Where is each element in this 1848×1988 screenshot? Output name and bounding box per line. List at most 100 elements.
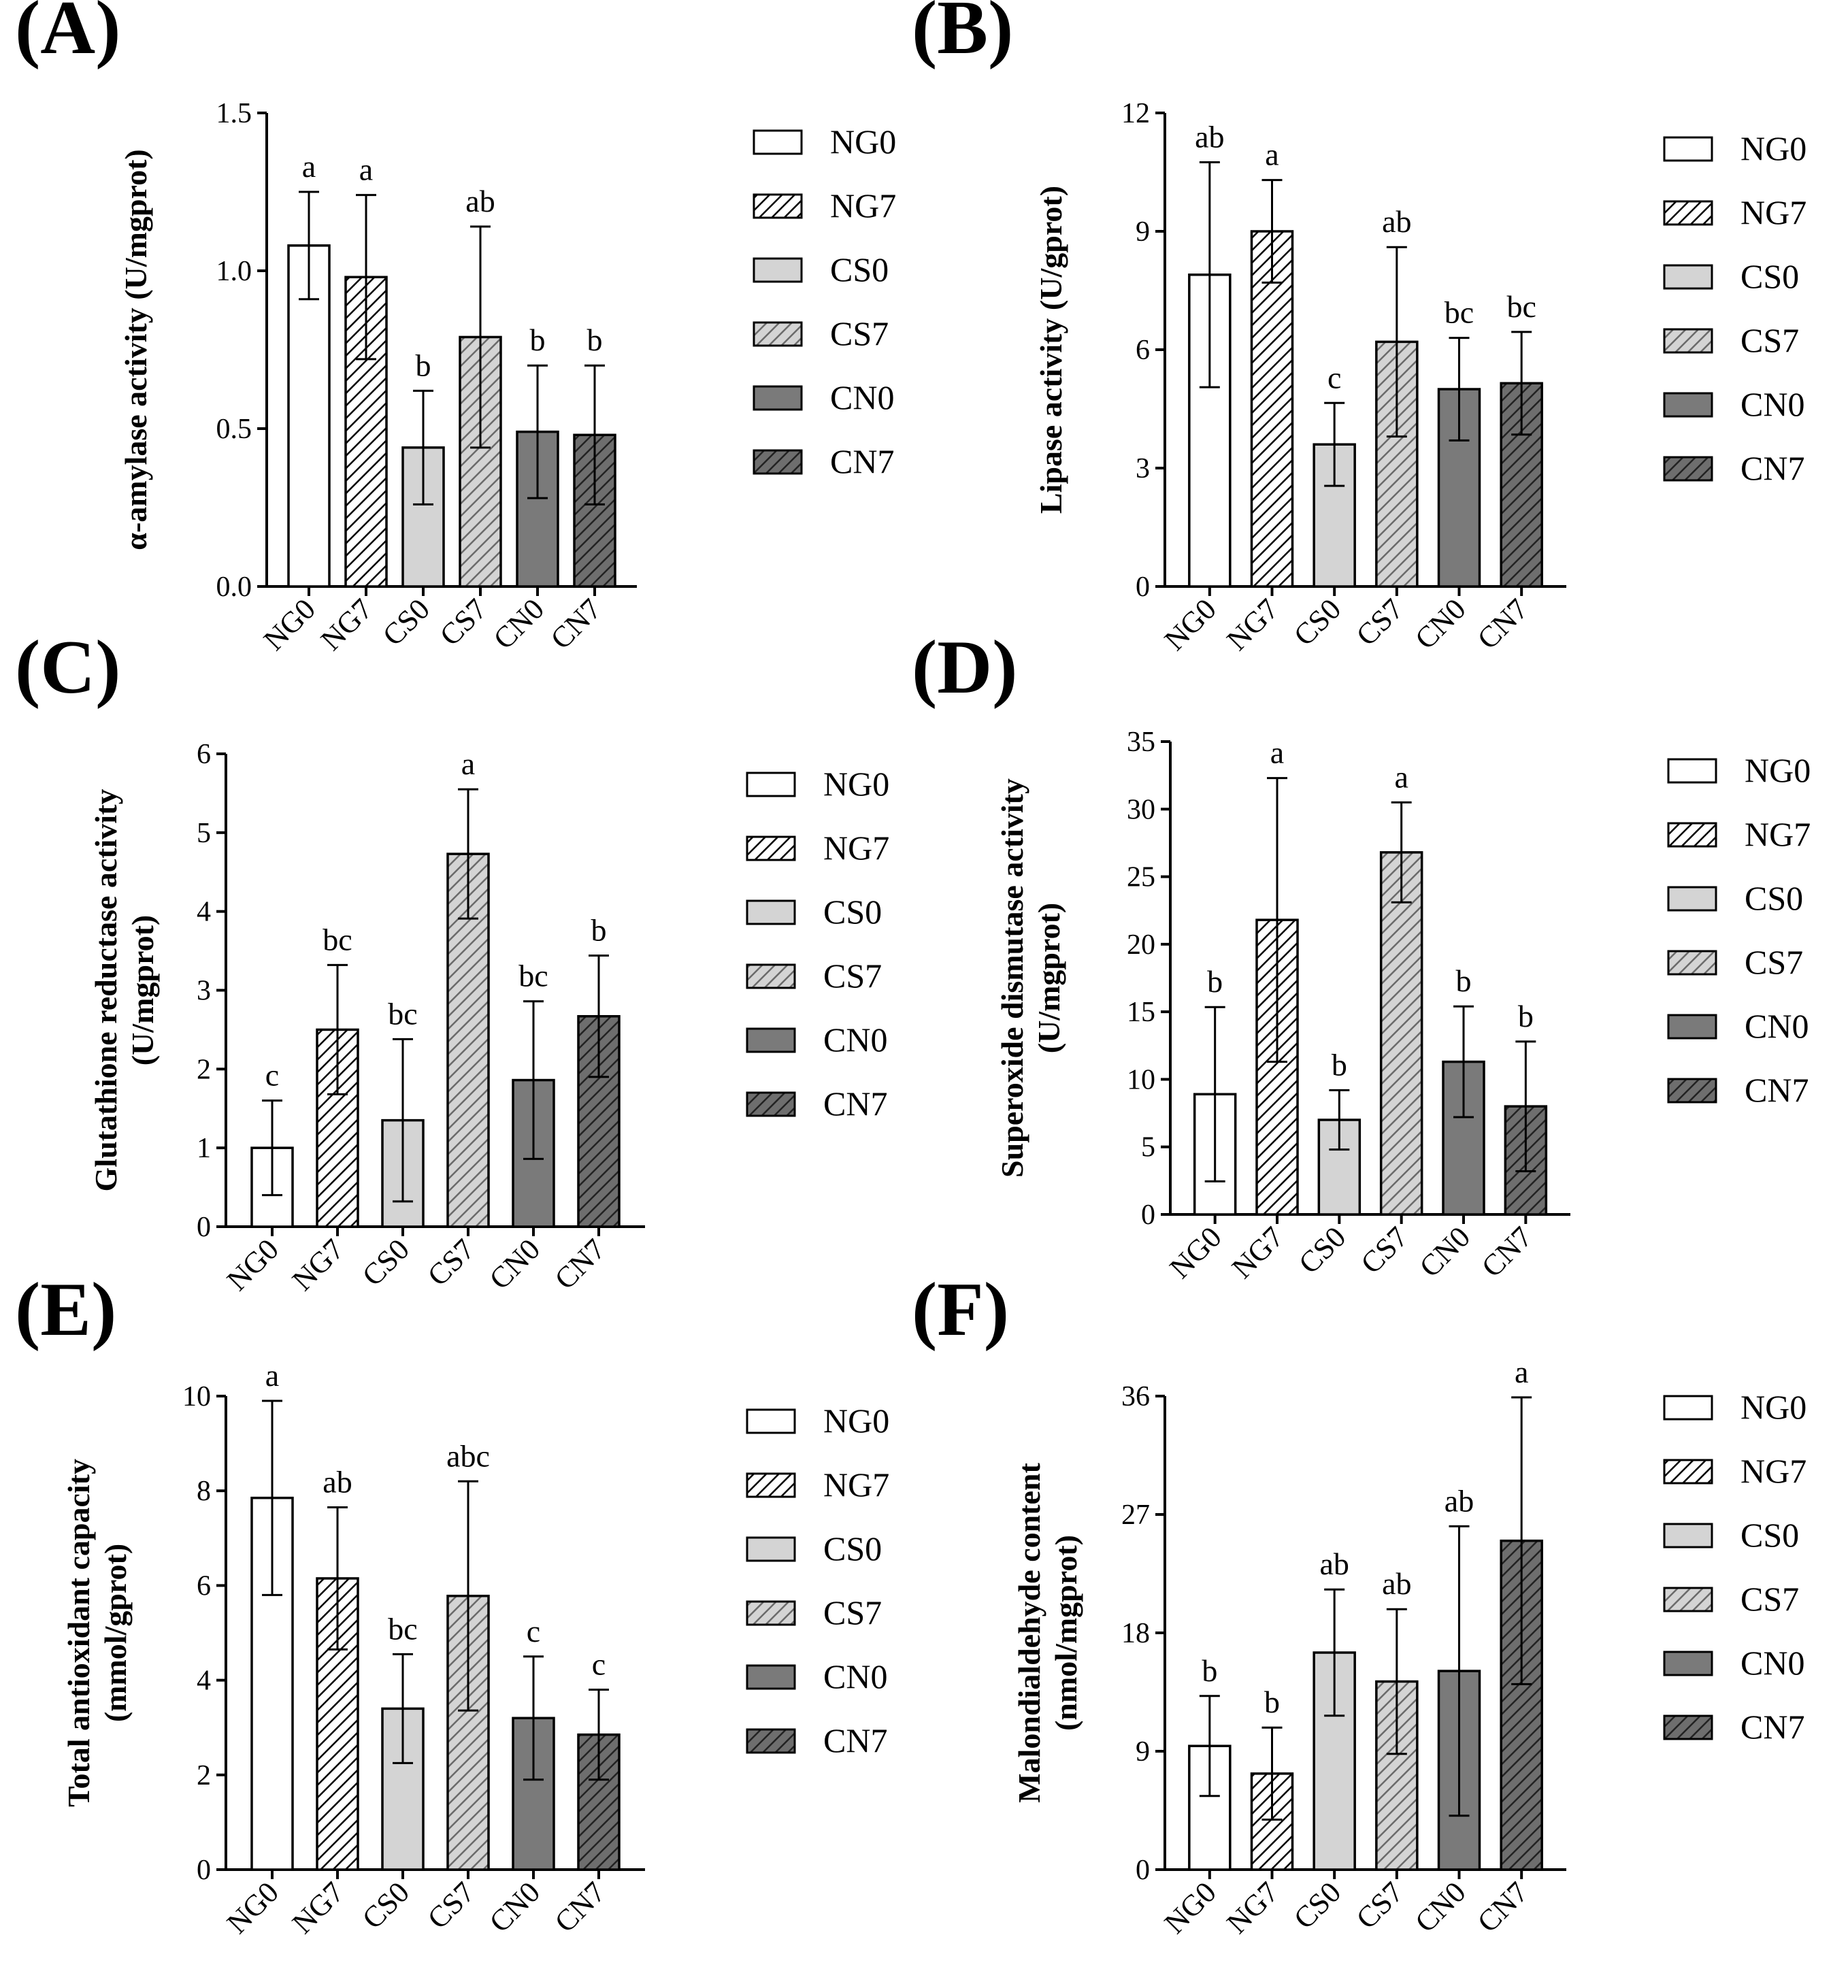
y-tick-label: 36	[1121, 1381, 1150, 1412]
significance-letter: ab	[1382, 204, 1411, 239]
y-tick-label: 3	[1136, 453, 1150, 484]
y-axis-label: Glutathione reductase activity	[88, 789, 123, 1192]
significance-letter: bc	[518, 959, 548, 993]
y-tick-label: 9	[1136, 216, 1150, 248]
y-tick-label: 3	[197, 976, 211, 1007]
legend-swatch	[1667, 1014, 1717, 1040]
legend-swatch	[746, 1664, 796, 1690]
y-axis-label: Malondialdehyde content	[1012, 1463, 1046, 1803]
legend-swatch	[746, 1408, 796, 1434]
x-tick-label: CN0	[483, 1232, 546, 1295]
legend-swatch	[1663, 1587, 1713, 1612]
legend-swatch	[1667, 886, 1717, 912]
x-tick-label: CN0	[483, 1875, 546, 1938]
legend-swatch	[746, 1600, 796, 1626]
legend-swatch	[746, 963, 796, 989]
legend-label: CN0	[1740, 1644, 1804, 1682]
y-axis-label: (U/mgprot)	[125, 915, 160, 1065]
legend-swatch	[746, 835, 796, 861]
chart-panel: (D) Superoxide dismutase activity (U/mgpro…	[912, 625, 1811, 1285]
legend-label: NG0	[1745, 751, 1811, 789]
x-tick-label: NG7	[286, 1875, 350, 1940]
legend-label: CN0	[1740, 385, 1804, 423]
legend-swatch	[1663, 200, 1713, 226]
legend-label: CN7	[823, 1721, 887, 1759]
chart-panel: (B) Lipase activity (U/gprot) 0 3 6 9 12 ab NG0 a…	[912, 0, 1806, 657]
legend-swatch	[746, 1728, 796, 1754]
x-tick-label: CN7	[544, 592, 608, 655]
significance-letter: b	[530, 322, 546, 357]
legend-label: NG7	[1745, 815, 1811, 853]
y-axis-label: Lipase activity (U/gprot)	[1034, 186, 1068, 514]
significance-letter: b	[591, 913, 607, 948]
y-tick-label: 15	[1127, 997, 1155, 1028]
y-tick-label: 4	[197, 897, 211, 928]
legend-label: CS0	[1745, 879, 1803, 917]
legend: NG0 NG7 CS0 CS7 CN0 CN7	[1663, 129, 1806, 487]
x-tick-label: CS7	[1350, 1875, 1410, 1935]
y-tick-label: 1.0	[216, 256, 252, 287]
legend-label: NG7	[1740, 193, 1806, 231]
y-tick-label: 30	[1127, 794, 1155, 825]
bar	[1379, 851, 1423, 1216]
legend-label: CN7	[1740, 1708, 1804, 1746]
x-tick-label: NG7	[286, 1232, 350, 1297]
significance-letter: a	[1270, 735, 1284, 770]
y-tick-label: 0	[1136, 1855, 1150, 1886]
bar	[1250, 230, 1294, 588]
chart-panel: (E) Total antioxidant capacity (mmol/gprot…	[15, 1268, 889, 1940]
legend-label: CN0	[1745, 1007, 1809, 1045]
panel-label: (C)	[15, 625, 120, 710]
x-tick-label: CS7	[421, 1232, 481, 1292]
legend-label: CN7	[830, 442, 894, 480]
significance-letter: a	[302, 149, 316, 184]
legend-label: CN7	[1740, 449, 1804, 487]
x-tick-label: NG7	[1220, 1875, 1285, 1940]
panel-label: (E)	[15, 1268, 116, 1352]
legend-label: CS0	[823, 893, 882, 931]
significance-letter: bc	[388, 1611, 417, 1646]
significance-letter: ab	[1382, 1566, 1411, 1601]
panel-label: (D)	[912, 625, 1017, 710]
bar	[316, 1028, 359, 1228]
x-tick-label: CN0	[487, 592, 550, 655]
y-axis-label: α-amylase activity (U/mgprot)	[118, 149, 153, 550]
y-tick-label: 6	[1136, 335, 1150, 366]
y-tick-label: 0.5	[216, 414, 252, 445]
y-tick-label: 1	[197, 1133, 211, 1164]
significance-letter: b	[1207, 964, 1223, 999]
legend-swatch	[1663, 1395, 1713, 1421]
legend-swatch	[1667, 950, 1717, 976]
y-tick-label: 18	[1121, 1618, 1150, 1649]
legend-swatch	[1663, 456, 1713, 482]
legend-swatch	[1667, 1078, 1717, 1104]
significance-letter: bc	[1445, 295, 1474, 330]
x-tick-label: NG0	[1158, 592, 1223, 657]
significance-letter: c	[592, 1647, 606, 1682]
legend-swatch	[1663, 1459, 1713, 1485]
legend-label: CN0	[830, 378, 894, 416]
x-tick-label: CS7	[433, 592, 493, 652]
x-tick-label: CN0	[1408, 1875, 1472, 1938]
x-tick-label: CN7	[548, 1875, 612, 1938]
significance-letter: ab	[1195, 120, 1224, 154]
significance-letter: ab	[1445, 1483, 1474, 1518]
significance-letter: c	[527, 1614, 540, 1649]
y-tick-label: 27	[1121, 1500, 1150, 1531]
x-tick-label: CN7	[1471, 592, 1534, 655]
x-tick-label: CS0	[1287, 1875, 1347, 1935]
legend-swatch	[746, 1091, 796, 1117]
legend-label: CS7	[1745, 943, 1803, 981]
y-tick-label: 4	[197, 1666, 211, 1697]
panel-label: (B)	[912, 0, 1013, 70]
legend-label: CS7	[1740, 321, 1799, 359]
significance-letter: abc	[446, 1438, 490, 1473]
x-tick-label: CN7	[1475, 1220, 1538, 1283]
legend-label: CN0	[823, 1657, 887, 1695]
y-tick-label: 20	[1127, 929, 1155, 961]
y-axis-label: (U/mgprot)	[1032, 903, 1066, 1053]
legend-label: CN7	[823, 1084, 887, 1123]
y-tick-label: 0	[1141, 1199, 1155, 1231]
significance-letter: bc	[323, 922, 352, 957]
y-tick-label: 2	[197, 1760, 211, 1791]
